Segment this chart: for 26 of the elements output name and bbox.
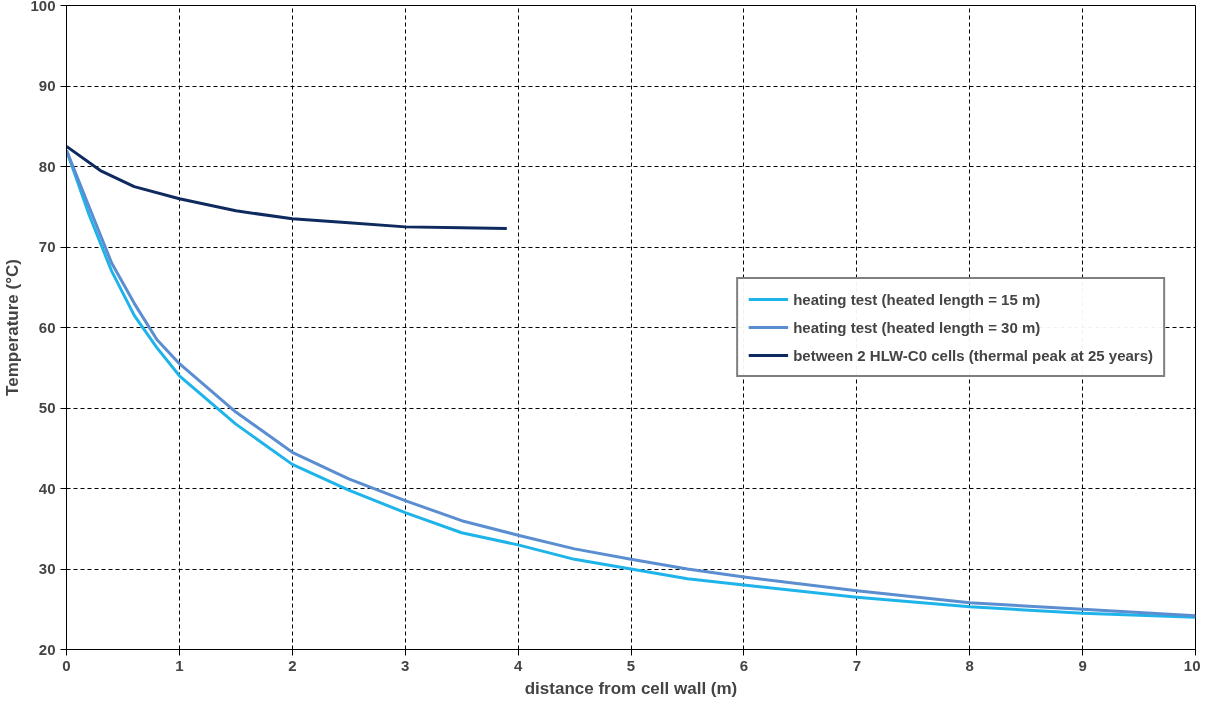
legend-label: between 2 HLW-C0 cells (thermal peak at 25 years) — [793, 346, 1153, 364]
y-tick-label: 60 — [38, 318, 56, 336]
x-tick-label: 6 — [739, 656, 749, 674]
x-tick-label: 7 — [852, 656, 861, 674]
y-tick-label: 50 — [38, 399, 56, 416]
y-tick-label: 80 — [38, 157, 56, 175]
y-axis-title: Temperature (°C) — [3, 259, 23, 396]
y-tick-label: 70 — [38, 238, 56, 255]
x-tick-label: 10 — [1183, 656, 1201, 674]
line-series — [66, 144, 509, 230]
y-tick-label: 40 — [38, 479, 56, 497]
x-tick-label: 0 — [62, 656, 71, 674]
x-tick-label: 4 — [513, 656, 523, 674]
y-tick-label: 90 — [38, 77, 56, 94]
legend-label: heating test (heated length = 30 m) — [793, 318, 1041, 336]
x-tick-label: 3 — [401, 656, 410, 674]
x-tick-label: 1 — [175, 656, 184, 674]
x-tick-label: 2 — [288, 656, 297, 674]
legend-label: heating test (heated length = 15 m) — [793, 290, 1041, 308]
y-tick-label: 30 — [38, 560, 56, 577]
x-tick-label: 8 — [965, 656, 974, 674]
x-tick-label: 9 — [1078, 656, 1087, 674]
x-tick-label: 5 — [626, 656, 636, 674]
y-tick-label: 20 — [38, 640, 56, 658]
x-axis-title: distance from cell wall (m) — [524, 678, 738, 698]
y-tick-label: 100 — [30, 0, 56, 14]
